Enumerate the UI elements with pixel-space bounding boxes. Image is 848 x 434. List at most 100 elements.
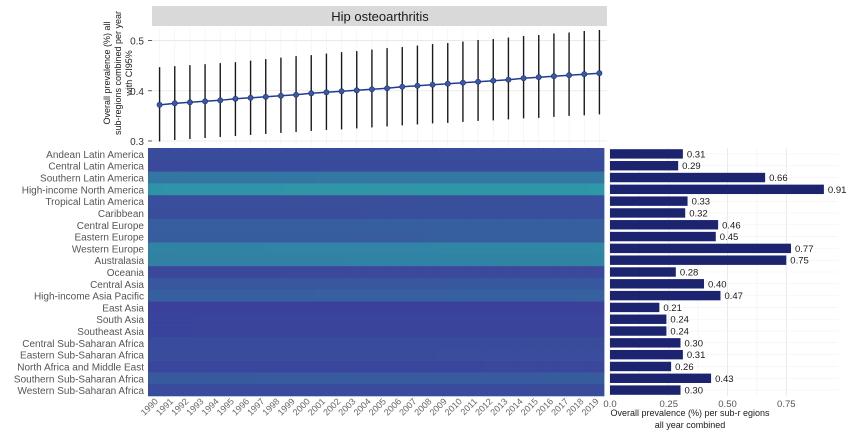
heatmap-cell: [284, 360, 301, 373]
heatmap-cell: [330, 313, 346, 326]
heatmap-cell: [254, 313, 270, 326]
heatmap-cell: [330, 372, 346, 385]
heatmap-cell: [421, 159, 438, 172]
heatmap-cell: [178, 348, 194, 361]
heatmap-cell: [467, 325, 483, 338]
heatmap-cell: [163, 336, 179, 350]
heatmap-cell: [436, 348, 453, 361]
heatmap-cell: [588, 360, 605, 373]
heatmap-cell: [436, 195, 453, 208]
heatmap-cell: [269, 277, 286, 291]
heatmap-cell: [239, 171, 255, 184]
heatmap-cell: [330, 360, 346, 373]
heatmap-cell: [360, 348, 377, 361]
heatmap-cell: [406, 183, 422, 196]
heatmap-cell: [391, 360, 407, 373]
heatmap-cell: [269, 313, 286, 326]
heatmap-cell: [558, 384, 574, 397]
heatmap-cell: [573, 384, 590, 397]
trend-point: [278, 92, 284, 99]
heatmap-rows: [148, 148, 605, 397]
bar: [610, 231, 716, 242]
heatmap-cell: [436, 313, 453, 326]
heatmap-cell: [254, 148, 270, 161]
prevalence-trend-chart: Hip osteoarthritis 0.3 0.4 0.5 Overall pre…: [102, 6, 607, 148]
bar-value-label: 0.26: [675, 362, 694, 373]
heatmap-cell: [284, 183, 301, 196]
heatmap-row-label: Western Europe: [72, 244, 145, 255]
heatmap-cell: [573, 301, 590, 314]
heatmap-cell: [391, 289, 407, 302]
heatmap-cell: [558, 218, 574, 231]
trend-point: [551, 73, 557, 80]
heatmap-cell: [406, 384, 422, 397]
heatmap-cell: [193, 360, 210, 373]
heatmap-cell: [284, 242, 301, 255]
heatmap-cell: [421, 254, 438, 267]
heatmap-cell: [224, 195, 240, 208]
heatmap-cell: [436, 230, 453, 243]
heatmap-cell: [391, 325, 407, 338]
heatmap-cell: [148, 313, 164, 326]
heatmap-cell: [543, 336, 559, 350]
bar-x-axis-label-line-2: all year combined: [655, 420, 726, 430]
bar-value-label: 0.43: [715, 374, 734, 385]
heatmap-cell: [224, 289, 240, 302]
bar: [610, 184, 824, 195]
heatmap-cell: [330, 277, 346, 291]
heatmap-cell: [300, 254, 316, 267]
heatmap-cell: [528, 313, 544, 326]
heatmap-cell: [452, 336, 468, 350]
heatmap-cell: [178, 159, 194, 172]
heatmap-cell: [558, 148, 574, 161]
heatmap-cell: [345, 171, 362, 184]
trend-point: [444, 80, 451, 87]
heatmap-row-label: Southern Sub-Saharan Africa: [14, 374, 145, 385]
heatmap-cell: [284, 254, 301, 267]
trend-point: [293, 91, 299, 98]
heatmap-row-label: Central Europe: [77, 221, 145, 232]
heatmap-cell: [163, 230, 179, 243]
heatmap-cell: [528, 171, 544, 184]
heatmap-cell: [330, 171, 346, 184]
heatmap-cell: [436, 266, 453, 279]
heatmap-cell: [558, 254, 574, 267]
bar: [610, 361, 672, 372]
heatmap-cell: [148, 372, 164, 385]
heatmap-cell: [269, 148, 286, 161]
heatmap-cell: [528, 207, 544, 220]
heatmap-cell: [360, 266, 377, 279]
heatmap-cell: [452, 148, 468, 161]
heatmap-cell: [497, 289, 514, 302]
heatmap-cell: [254, 325, 270, 338]
heatmap-cell: [178, 207, 194, 220]
heatmap-cell: [208, 183, 225, 196]
heatmap-cell: [224, 277, 240, 291]
heatmap-cell: [376, 218, 392, 231]
heatmap-cell: [512, 218, 529, 231]
heatmap-cell: [406, 148, 422, 161]
bar-value-label: 0.30: [685, 386, 704, 397]
bar-value-label: 0.29: [682, 161, 701, 172]
heatmap-cell: [573, 266, 590, 279]
heatmap-cell: [543, 218, 559, 231]
bar: [610, 220, 719, 230]
heatmap-cell: [208, 277, 225, 291]
heatmap-cell: [512, 325, 529, 338]
heatmap-cell: [178, 171, 194, 184]
heatmap-cell: [300, 159, 316, 172]
heatmap-cell: [300, 372, 316, 385]
heatmap-cell: [239, 183, 255, 196]
heatmap-cell: [452, 301, 468, 314]
heatmap-cell: [573, 159, 590, 172]
trend-point: [202, 98, 208, 105]
heatmap-cell: [528, 218, 544, 231]
heatmap-cell: [284, 289, 301, 302]
heatmap-cell: [224, 207, 240, 220]
heatmap-cell: [376, 242, 392, 255]
trend-y-tick-label: 0.5: [130, 37, 144, 48]
heatmap-cell: [421, 148, 438, 161]
heatmap-cell: [376, 289, 392, 302]
heatmap-cell: [421, 372, 438, 385]
heatmap-cell: [573, 372, 590, 385]
